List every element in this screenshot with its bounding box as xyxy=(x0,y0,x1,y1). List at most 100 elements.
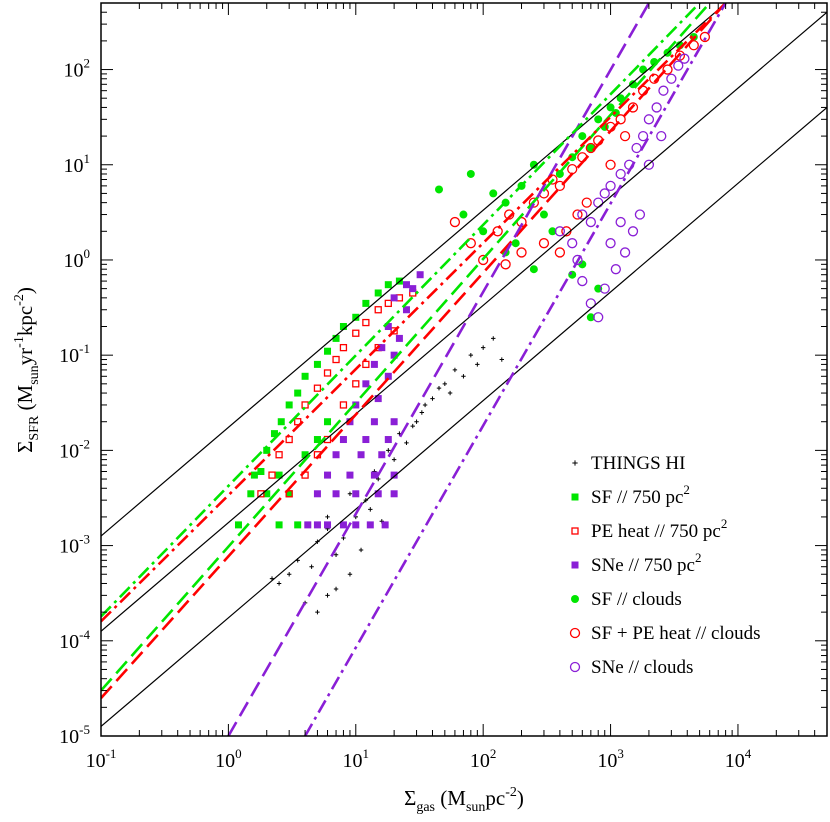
data-point xyxy=(499,357,504,362)
sf-clouds-fit-line xyxy=(101,3,701,618)
data-point xyxy=(409,285,417,293)
data-point xyxy=(599,188,610,199)
data-point xyxy=(606,103,615,112)
data-point xyxy=(619,130,631,142)
data-point xyxy=(276,581,282,586)
data-point xyxy=(605,180,616,192)
data-point xyxy=(323,369,332,377)
legend-item: PE heat // 750 pc2 xyxy=(571,516,727,542)
data-point xyxy=(419,410,425,415)
data-point xyxy=(390,294,398,302)
data-point xyxy=(416,271,424,279)
data-point xyxy=(247,490,255,498)
data-point xyxy=(324,347,332,355)
data-point xyxy=(257,490,265,498)
data-point xyxy=(577,209,588,220)
data-point xyxy=(315,609,320,615)
data-point xyxy=(577,275,588,287)
data-layer xyxy=(234,31,711,615)
data-point xyxy=(390,351,398,359)
data-point xyxy=(585,216,596,228)
lines-layer xyxy=(101,3,827,736)
x-axis-unit-close: ) xyxy=(517,786,524,810)
legend-marker xyxy=(571,595,579,603)
data-point xyxy=(339,343,348,352)
data-point xyxy=(511,239,520,248)
data-point xyxy=(402,281,410,289)
y-tick-label: 10-2 xyxy=(59,436,90,462)
data-point xyxy=(699,31,711,43)
y-axis-unit-subscript: sun xyxy=(27,365,42,384)
data-point xyxy=(615,216,626,228)
series-1 xyxy=(234,277,403,529)
data-point xyxy=(384,299,392,308)
data-point xyxy=(554,180,566,192)
data-point xyxy=(339,401,348,409)
data-point xyxy=(324,471,332,479)
data-point xyxy=(374,490,382,498)
data-point xyxy=(384,323,392,331)
data-point xyxy=(615,168,626,180)
data-point xyxy=(500,259,511,270)
data-point xyxy=(358,547,364,553)
efficiency-1pct-line xyxy=(101,106,827,727)
data-point xyxy=(452,367,458,373)
data-point xyxy=(370,471,378,479)
data-point xyxy=(352,401,360,409)
data-point xyxy=(554,247,566,258)
data-point xyxy=(370,418,378,426)
data-point xyxy=(332,355,340,364)
data-point xyxy=(578,132,587,141)
data-point xyxy=(572,209,583,220)
data-point xyxy=(374,395,382,403)
data-point xyxy=(529,265,538,274)
x-axis-unit-subscript: sun xyxy=(466,800,485,815)
y-tick-label: 10-5 xyxy=(59,722,90,748)
data-point xyxy=(339,521,347,529)
pe-clouds-fit-line xyxy=(101,3,727,623)
data-point xyxy=(313,521,321,529)
data-point xyxy=(313,490,321,498)
data-point xyxy=(516,247,527,258)
legend-item: SNe // clouds xyxy=(569,657,693,678)
data-point xyxy=(333,586,339,592)
data-point xyxy=(679,53,690,64)
series-6 xyxy=(554,53,690,323)
data-point xyxy=(275,471,283,479)
data-point xyxy=(434,185,443,194)
data-point xyxy=(658,85,669,96)
data-point xyxy=(466,169,475,178)
data-point xyxy=(324,418,332,426)
data-point xyxy=(572,254,583,266)
data-point xyxy=(390,471,398,479)
data-point xyxy=(374,306,382,314)
data-point xyxy=(538,238,550,249)
data-point xyxy=(301,451,309,459)
series-0 xyxy=(269,336,504,615)
data-point xyxy=(554,226,566,237)
data-point xyxy=(285,490,293,498)
data-point xyxy=(366,521,374,529)
data-point xyxy=(605,238,616,249)
data-point xyxy=(478,254,489,266)
legend-item: SF // 750 pc2 xyxy=(571,482,690,508)
data-point xyxy=(539,210,548,219)
data-point xyxy=(313,360,321,368)
x-axis-title: Σgas (Msunpc-2) xyxy=(404,785,524,815)
data-point xyxy=(381,521,389,529)
legend-item: SNe // 750 pc2 xyxy=(571,550,701,576)
legend-marker xyxy=(569,627,581,639)
data-point xyxy=(605,159,616,170)
x-axis-unit-rest: pc xyxy=(485,786,505,810)
data-point xyxy=(634,209,646,220)
data-point xyxy=(578,260,587,269)
legend-label: SF // 750 pc2 xyxy=(591,482,690,508)
data-point xyxy=(391,457,397,462)
data-point xyxy=(352,521,360,529)
data-point xyxy=(332,334,340,342)
data-point xyxy=(332,451,340,459)
data-point xyxy=(610,264,621,275)
x-tick-label: 102 xyxy=(470,746,497,772)
y-axis-title: ΣSFR (Msunyr-1kpc-2) xyxy=(12,287,42,453)
data-point xyxy=(324,521,332,529)
